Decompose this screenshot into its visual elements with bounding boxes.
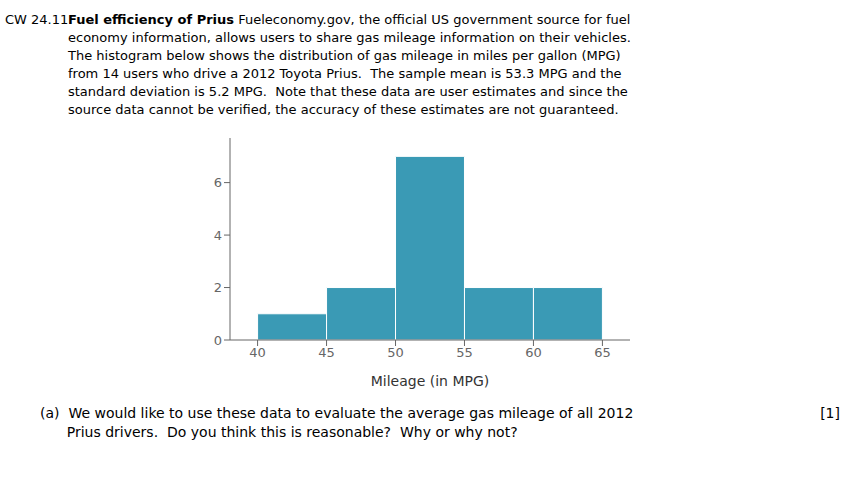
svg-text:0: 0 xyxy=(214,333,222,348)
svg-text:4: 4 xyxy=(214,228,222,243)
svg-text:50: 50 xyxy=(387,345,404,360)
svg-text:6: 6 xyxy=(214,175,222,190)
svg-text:55: 55 xyxy=(456,345,473,360)
svg-text:65: 65 xyxy=(594,345,611,360)
html-text:(a) We would like to use these: (a) We would like to use these data to e… xyxy=(40,405,634,421)
html-text:[1]: [1] xyxy=(820,405,840,421)
html-text:CW 24.11.: CW 24.11. xyxy=(5,12,73,27)
html-text:The histogram below shows the: The histogram below shows the distributi… xyxy=(68,48,621,63)
html-text:source data cannot be verified: source data cannot be verified, the accu… xyxy=(68,102,619,117)
svg-text:45: 45 xyxy=(318,345,335,360)
html-text:from 14 users who drive a 2012: from 14 users who drive a 2012 Toyota Pr… xyxy=(68,66,622,81)
svg-text:2: 2 xyxy=(214,280,222,295)
html-text:standard deviation is 5.2 MPG.: standard deviation is 5.2 MPG. Note that… xyxy=(68,84,628,99)
svg-text:Mileage (in MPG): Mileage (in MPG) xyxy=(371,373,490,389)
svg-text:40: 40 xyxy=(249,345,266,360)
html-text:Prius drivers. Do you think th: Prius drivers. Do you think this is reas… xyxy=(40,424,518,440)
html-text:economy information, allows us: economy information, allows users to sha… xyxy=(68,30,631,45)
svg-text:60: 60 xyxy=(525,345,542,360)
html-text:Fuel efficiency of Prius Fuele: Fuel efficiency of Prius Fueleconomy.gov… xyxy=(68,12,631,27)
